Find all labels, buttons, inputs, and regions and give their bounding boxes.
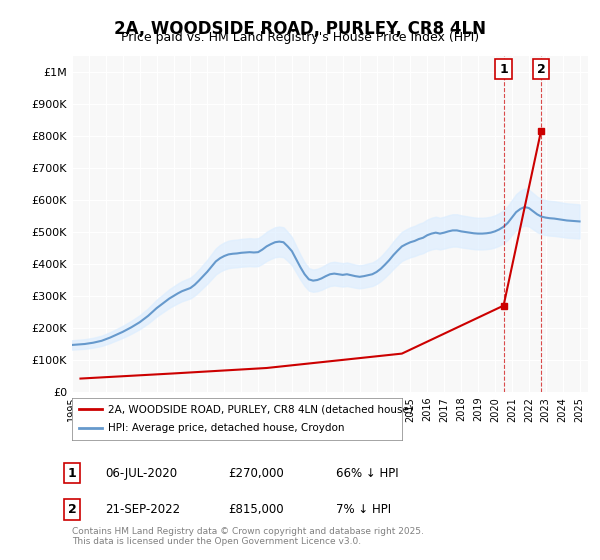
Text: £815,000: £815,000 (228, 503, 284, 516)
Text: 06-JUL-2020: 06-JUL-2020 (105, 466, 177, 480)
Text: 21-SEP-2022: 21-SEP-2022 (105, 503, 180, 516)
Text: 2A, WOODSIDE ROAD, PURLEY, CR8 4LN (detached house): 2A, WOODSIDE ROAD, PURLEY, CR8 4LN (deta… (108, 404, 413, 414)
Text: HPI: Average price, detached house, Croydon: HPI: Average price, detached house, Croy… (108, 423, 345, 433)
Text: 2: 2 (68, 503, 76, 516)
Text: Contains HM Land Registry data © Crown copyright and database right 2025.
This d: Contains HM Land Registry data © Crown c… (72, 526, 424, 546)
Text: 2A, WOODSIDE ROAD, PURLEY, CR8 4LN: 2A, WOODSIDE ROAD, PURLEY, CR8 4LN (114, 20, 486, 38)
Text: 66% ↓ HPI: 66% ↓ HPI (336, 466, 398, 480)
Text: 1: 1 (68, 466, 76, 480)
Text: 2: 2 (536, 63, 545, 76)
Text: £270,000: £270,000 (228, 466, 284, 480)
Text: Price paid vs. HM Land Registry's House Price Index (HPI): Price paid vs. HM Land Registry's House … (121, 31, 479, 44)
Text: 1: 1 (499, 63, 508, 76)
Text: 7% ↓ HPI: 7% ↓ HPI (336, 503, 391, 516)
